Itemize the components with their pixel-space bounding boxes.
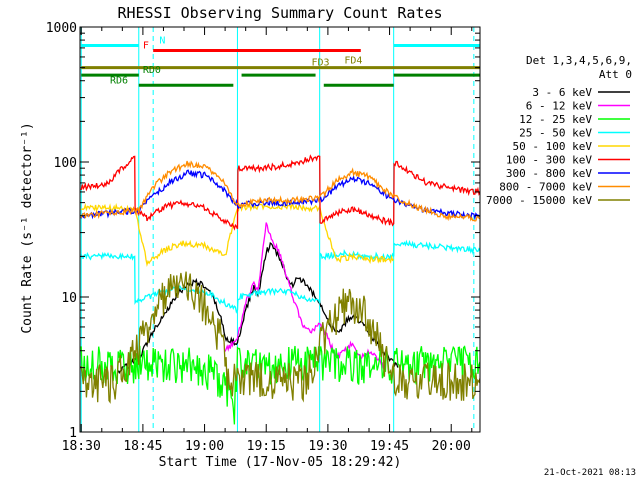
series-line-800-7000-kev [80, 160, 480, 222]
state-label-f: F [143, 40, 149, 51]
x-tick-label-18-30: 18:30 [62, 439, 101, 454]
state-label-n: N [159, 35, 165, 46]
plot-frame [79, 26, 481, 433]
legend-label-25-50-kev: 25 - 50 keV [519, 127, 592, 140]
x-tick-label-19-30: 19:30 [308, 439, 347, 454]
series-line-6-12-kev [224, 222, 386, 370]
x-tick-label-19-45: 19:45 [370, 439, 409, 454]
series-line-25-50-kev [80, 239, 480, 314]
x-tick-label-19-15: 19:15 [247, 439, 286, 454]
legend-header-detectors: Det 1,3,4,5,6,9, [526, 54, 632, 67]
series-line-12-25-kev [80, 345, 480, 425]
series-line-7000-15000-kev [80, 271, 480, 404]
y-axis-label: Count Rate (s⁻¹ detector⁻¹) [20, 122, 35, 333]
legend-header-attenuator: Att 0 [599, 68, 632, 81]
state-label-fd3: FD3 [311, 58, 329, 69]
state-label-rd0: RD0 [143, 65, 161, 76]
x-axis-label: Start Time (17-Nov-05 18:29:42) [159, 455, 402, 470]
legend-label-7000-15000-kev: 7000 - 15000 keV [486, 194, 592, 207]
y-tick-label-10: 10 [61, 291, 77, 306]
legend-label-3-6-kev: 3 - 6 keV [532, 86, 592, 99]
legend-label-12-25-kev: 12 - 25 keV [519, 113, 592, 126]
state-label-rd6: RD6 [110, 75, 128, 86]
instrument-state-annotations: NF FD3 FD4 RD0 RD6 [81, 35, 480, 87]
x-tick-label-20-00: 20:00 [432, 439, 471, 454]
legend-label-300-800-kev: 300 - 800 keV [506, 167, 592, 180]
series-line-3-6-kev [117, 242, 399, 375]
y-tick-label-1: 1 [69, 426, 77, 441]
legend-label-50-100-kev: 50 - 100 keV [513, 140, 593, 153]
x-tick-label-19-00: 19:00 [185, 439, 224, 454]
x-tick-label-18-45: 18:45 [123, 439, 162, 454]
legend-label-100-300-kev: 100 - 300 keV [506, 154, 592, 167]
plot-area [80, 27, 480, 432]
legend-label-800-7000-kev: 800 - 7000 keV [499, 181, 592, 194]
y-tick-label-1000: 1000 [46, 21, 77, 36]
state-label-fd4: FD4 [344, 55, 362, 66]
series-line-100-300-kev [80, 154, 480, 231]
legend-label-6-12-kev: 6 - 12 keV [526, 100, 593, 113]
timestamp-footer: 21-Oct-2021 08:13 [544, 468, 636, 478]
axis-ticks: 18:30 18:45 19:00 19:15 19:30 19:45 20:00 1 10 10… [46, 21, 480, 454]
chart-title: RHESSI Observing Summary Count Rates [117, 4, 442, 22]
y-tick-label-100: 100 [54, 156, 77, 171]
